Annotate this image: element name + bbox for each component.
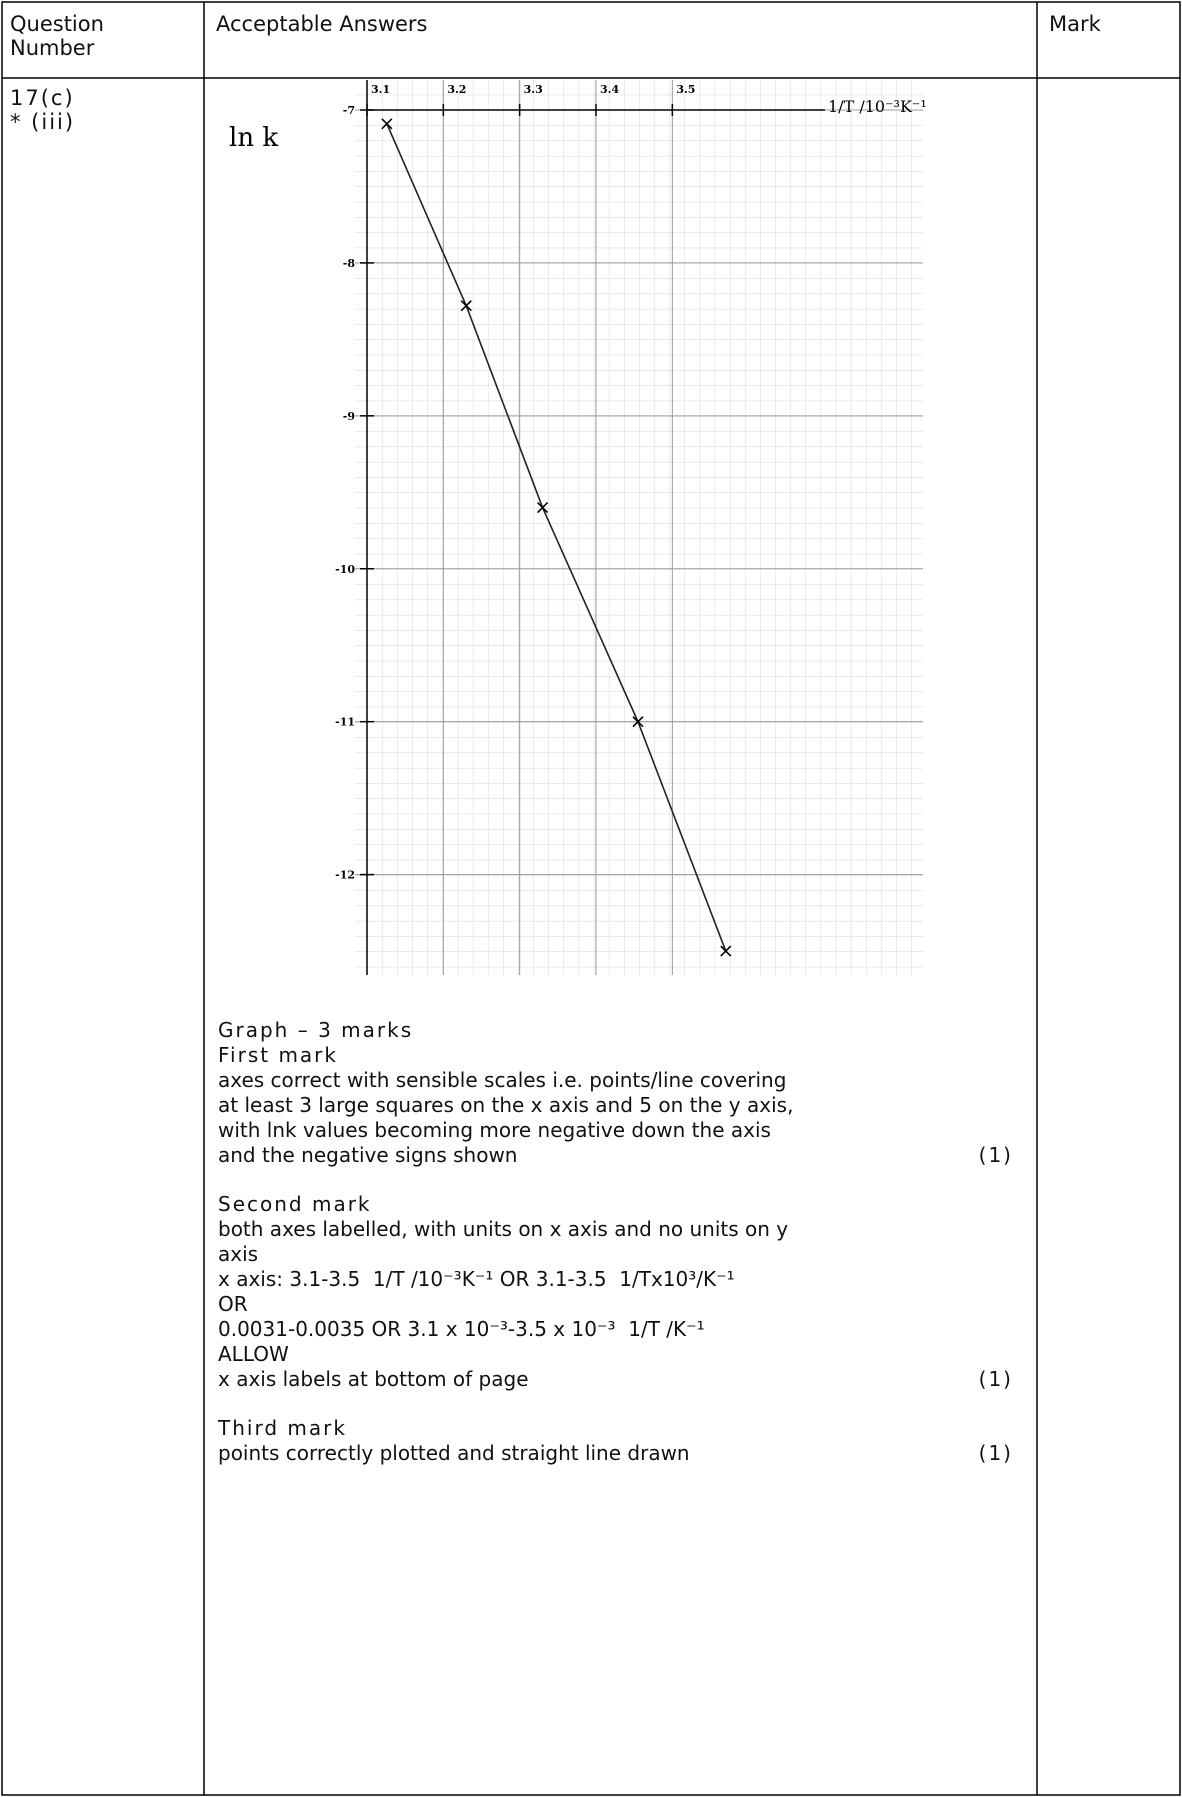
mark-score: (1) [979,1143,1013,1167]
mark-heading-text: Second mark [218,1192,372,1216]
mark-line: at least 3 large squares on the x axis a… [218,1093,1013,1117]
mark-heading: First mark [218,1043,1013,1067]
mark-line: with lnk values becoming more negative d… [218,1118,1013,1142]
x-tick-label: 3.4 [600,83,619,96]
question-part: * (iii) [10,110,75,134]
mark-line-text: axes correct with sensible scales i.e. p… [218,1068,786,1092]
mark-line: and the negative signs shown (1) [218,1143,1013,1167]
mark-line-text: points correctly plotted and straight li… [218,1441,690,1465]
mark-heading: Third mark [218,1416,1013,1440]
page: 3.1 3.2 3.3 3.4 3.5 -7 -8 -9 -10 -11 -12 ln k 1/T /1… [0,0,1183,1797]
table-and-graph: 3.1 3.2 3.3 3.4 3.5 -7 -8 -9 -10 -11 -12 ln k 1/T /1… [0,0,1183,1797]
mark-line-text: OR [218,1292,248,1316]
mark-line: x axis: 3.1-3.5 1/T /10⁻³K⁻¹ OR 3.1-3.5 … [218,1267,1013,1291]
mark-line: axes correct with sensible scales i.e. p… [218,1068,1013,1092]
mark-line: x axis labels at bottom of page (1) [218,1367,1013,1391]
mark-score: (1) [979,1367,1013,1391]
x-tick-label: 3.1 [371,83,390,96]
mark-line: 0.0031-0.0035 OR 3.1 x 10⁻³-3.5 x 10⁻³ 1… [218,1317,1013,1341]
x-axis-label: 1/T /10⁻³K⁻¹ [828,97,927,116]
mark-line: points correctly plotted and straight li… [218,1441,1013,1465]
y-tick-label: -9 [343,410,355,423]
header-mark: Mark [1049,12,1101,36]
y-axis-label: ln k [229,123,278,153]
y-tick-label: -8 [343,257,356,270]
header-acceptable-answers: Acceptable Answers [216,12,428,36]
mark-line: axis [218,1242,1013,1266]
mark-line-text: with lnk values becoming more negative d… [218,1118,771,1142]
mark-line: OR [218,1292,1013,1316]
mark-line-text: x axis labels at bottom of page [218,1367,529,1391]
mark-heading-text: First mark [218,1043,338,1067]
y-tick-label: -7 [343,104,355,117]
y-tick-label: -10 [335,563,355,576]
mark-line-text: ALLOW [218,1342,289,1366]
mark-heading-text: Third mark [218,1416,347,1440]
x-tick-label: 3.5 [676,83,695,96]
mark-line-text: axis [218,1242,258,1266]
mark-line-text: and the negative signs shown [218,1143,517,1167]
mark-line: both axes labelled, with units on x axis… [218,1217,1013,1241]
answer-title: Graph – 3 marks [218,1018,1013,1042]
y-tick-label: -11 [335,716,355,729]
question-number: 17(c) [10,86,75,110]
mark-line-text: at least 3 large squares on the x axis a… [218,1093,793,1117]
answer-title-text: Graph – 3 marks [218,1018,413,1042]
mark-line-text: 0.0031-0.0035 OR 3.1 x 10⁻³-3.5 x 10⁻³ 1… [218,1317,705,1341]
mark-heading: Second mark [218,1192,1013,1216]
x-tick-label: 3.3 [524,83,543,96]
mark-line-text: both axes labelled, with units on x axis… [218,1217,788,1241]
mark-line-text: x axis: 3.1-3.5 1/T /10⁻³K⁻¹ OR 3.1-3.5 … [218,1267,735,1291]
x-tick-label: 3.2 [447,83,466,96]
mark-line: ALLOW [218,1342,1013,1366]
header-question-number: Question Number [10,12,120,60]
y-tick-label: -12 [335,869,355,882]
mark-score: (1) [979,1441,1013,1465]
graph-paper [355,80,923,975]
